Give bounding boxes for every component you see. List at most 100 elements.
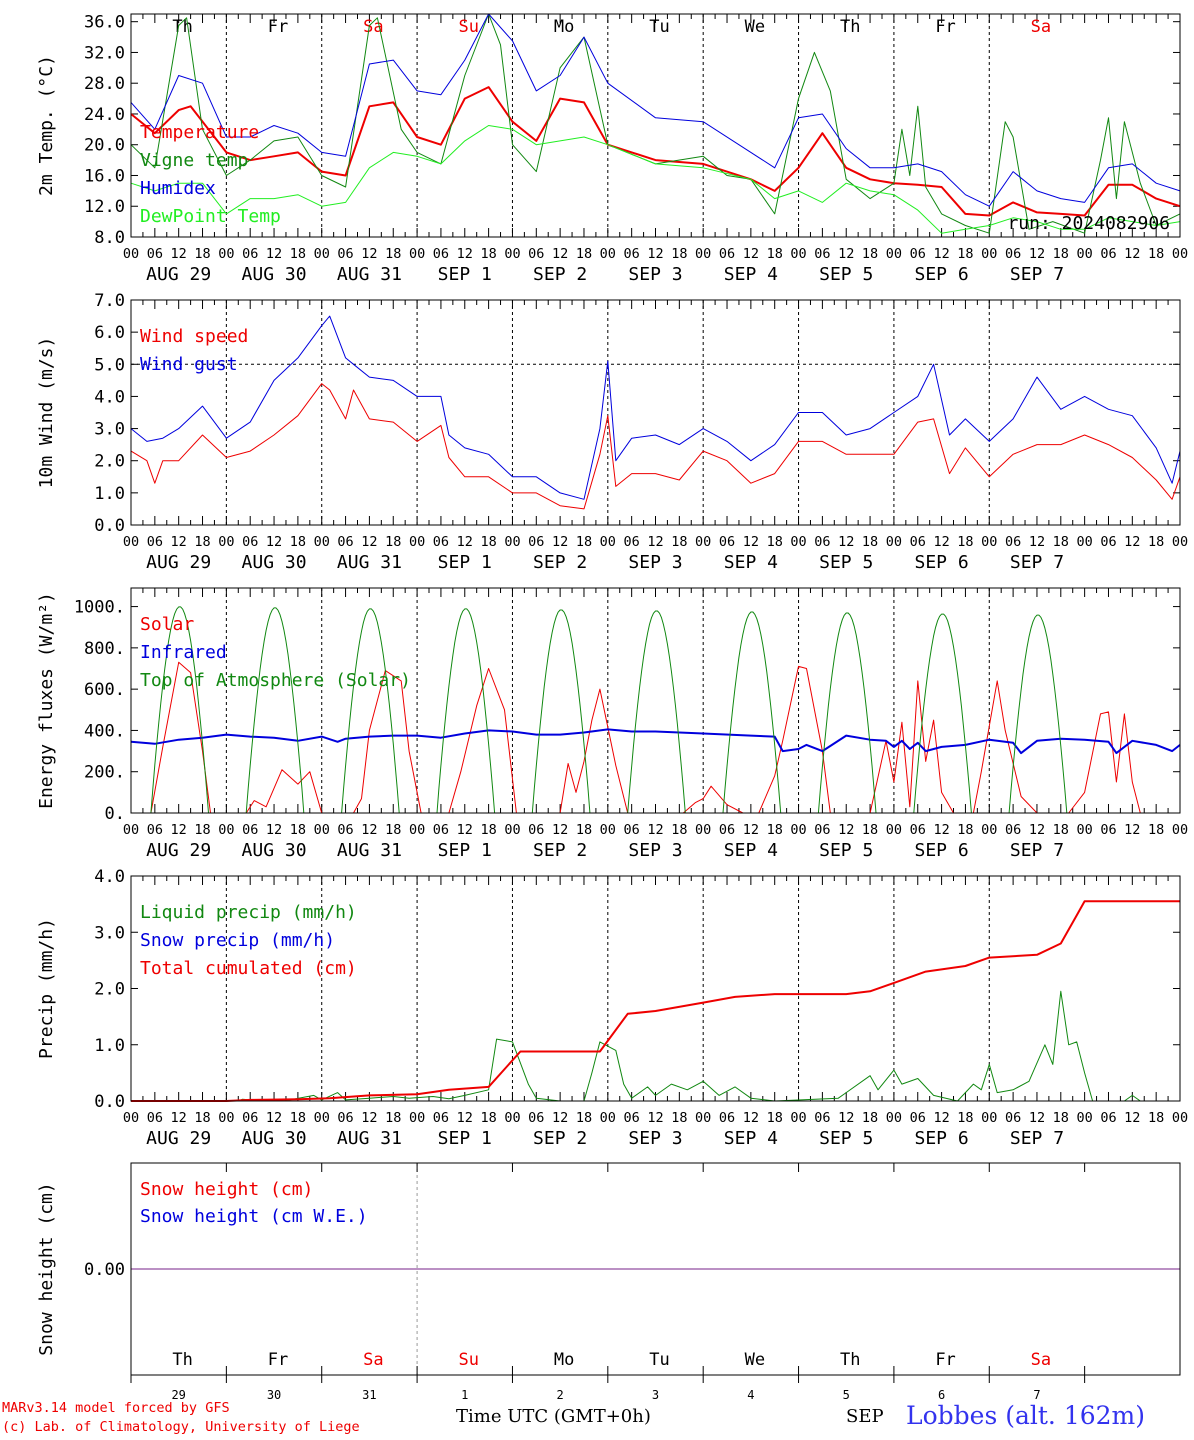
hour-label: 12	[457, 1110, 473, 1126]
hour-label: 18	[576, 1110, 592, 1126]
hour-label: 18	[1148, 822, 1164, 838]
hour-label: 06	[242, 246, 258, 262]
date-label: AUG 30	[242, 264, 307, 285]
hour-label: 06	[624, 246, 640, 262]
date-label: SEP 6	[914, 1128, 968, 1149]
day-number: 3	[652, 1388, 659, 1400]
hour-label: 06	[433, 246, 449, 262]
hour-label: 18	[671, 1110, 687, 1126]
hour-label: 00	[1077, 822, 1093, 838]
hour-label: 06	[719, 534, 735, 550]
legend-entry: Temperature	[140, 122, 259, 143]
hour-label: 06	[719, 822, 735, 838]
hour-label: 18	[767, 246, 783, 262]
legend-entry: Wind gust	[140, 354, 238, 375]
hour-label: 12	[933, 1110, 949, 1126]
hour-label: 00	[981, 1110, 997, 1126]
hour-label: 18	[290, 246, 306, 262]
hour-label: 00	[886, 534, 902, 550]
date-label: SEP 5	[819, 1128, 873, 1149]
date-label: SEP 6	[914, 552, 968, 573]
hour-label: 06	[910, 1110, 926, 1126]
hour-label: 18	[385, 822, 401, 838]
y-tick-label: 6.0	[94, 323, 125, 343]
hour-label: 00	[409, 246, 425, 262]
hour-label: 12	[266, 534, 282, 550]
hour-label: 06	[147, 534, 163, 550]
hour-label: 18	[767, 534, 783, 550]
hour-label: 00	[790, 534, 806, 550]
hour-label: 00	[790, 1110, 806, 1126]
weekday-label: Fr	[935, 1350, 955, 1370]
hour-label: 00	[504, 534, 520, 550]
date-label: SEP 5	[819, 840, 873, 861]
hour-label: 12	[171, 822, 187, 838]
hour-label: 12	[266, 246, 282, 262]
hour-label: 12	[1124, 822, 1140, 838]
plot-frame	[130, 1162, 1181, 1376]
hour-label: 00	[1077, 1110, 1093, 1126]
hour-label: 18	[194, 822, 210, 838]
y-axis-label: Energy fluxes (W/m²)	[36, 592, 57, 809]
y-tick-label: 8.0	[94, 228, 125, 248]
hour-label: 12	[1124, 246, 1140, 262]
legend-entry: Wind speed	[140, 326, 248, 347]
legend-entry: Humidex	[140, 178, 216, 199]
hour-label: 18	[671, 246, 687, 262]
hour-label: 12	[361, 1110, 377, 1126]
hour-label: 12	[361, 246, 377, 262]
hour-label: 06	[528, 534, 544, 550]
day-number: 29	[171, 1388, 185, 1400]
hour-label: 18	[1053, 822, 1069, 838]
hour-label: 00	[123, 822, 139, 838]
y-tick-label: 4.0	[94, 867, 125, 887]
hour-label: 00	[314, 534, 330, 550]
hour-label: 18	[862, 534, 878, 550]
hour-label: 18	[1148, 534, 1164, 550]
day-number: 5	[843, 1388, 850, 1400]
y-tick-label: 3.0	[94, 420, 125, 440]
hour-label: 18	[767, 1110, 783, 1126]
hour-label: 00	[218, 534, 234, 550]
hour-label: 12	[552, 1110, 568, 1126]
series-line	[130, 315, 1181, 500]
meteogram-figure: 8.012.016.020.024.028.032.036.02m Temp. …	[36, 13, 1188, 1400]
weekday-label: Fr	[268, 17, 288, 37]
y-tick-label: 28.0	[84, 74, 125, 94]
series-line	[130, 13, 1181, 207]
series-line	[130, 728, 1181, 755]
hour-label: 06	[242, 1110, 258, 1126]
y-tick-label: 400.	[84, 721, 125, 741]
hour-label: 06	[147, 822, 163, 838]
month-label: SEP	[846, 1406, 884, 1427]
hour-label: 18	[957, 246, 973, 262]
weekday-label: We	[745, 1350, 765, 1370]
date-label: AUG 29	[146, 1128, 211, 1149]
hour-label: 00	[600, 1110, 616, 1126]
y-tick-label: 1000.	[74, 598, 125, 618]
plot-frame	[130, 299, 1181, 526]
hour-label: 12	[647, 246, 663, 262]
date-label: SEP 2	[533, 840, 587, 861]
hour-label: 12	[743, 534, 759, 550]
y-tick-label: 0.	[105, 804, 125, 824]
y-tick-label: 12.0	[84, 197, 125, 217]
hour-label: 12	[1029, 822, 1045, 838]
hour-label: 00	[123, 246, 139, 262]
series-line	[131, 990, 1180, 1102]
date-label: AUG 31	[337, 1128, 402, 1149]
legend-entry: Snow precip (mm/h)	[140, 930, 335, 951]
hour-label: 00	[409, 822, 425, 838]
day-number: 30	[267, 1388, 281, 1400]
hour-label: 00	[409, 1110, 425, 1126]
hour-label: 12	[647, 534, 663, 550]
weekday-label: Th	[840, 17, 860, 37]
hour-label: 06	[1100, 1110, 1116, 1126]
hour-label: 12	[266, 1110, 282, 1126]
date-label: SEP 4	[724, 1128, 778, 1149]
date-label: SEP 7	[1010, 1128, 1064, 1149]
weekday-label: We	[745, 17, 765, 37]
hour-label: 06	[624, 822, 640, 838]
legend-entry: Infrared	[140, 642, 227, 663]
legend-entry: Vigne temp	[140, 150, 248, 171]
